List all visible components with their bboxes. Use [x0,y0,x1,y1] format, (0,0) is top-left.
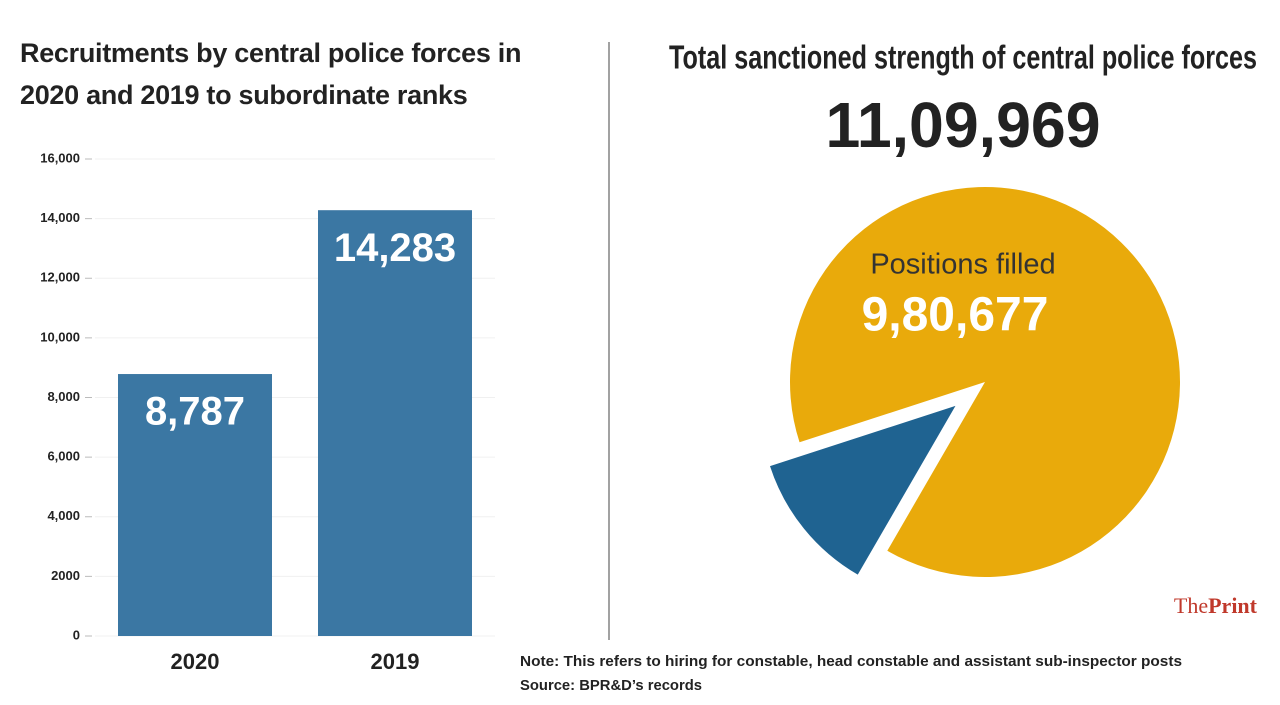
y-tick-label: 10,000 [40,329,80,344]
y-tick-label: 2000 [51,568,80,583]
bar [318,210,472,637]
chart-title: Total sanctioned strength of central pol… [669,39,1257,76]
y-tick-label: 4,000 [47,508,80,523]
y-tick-label: 0 [73,627,80,642]
value-label: 9,80,677 [862,289,1049,342]
x-tick-label: 2019 [371,649,420,674]
value-label: 14,283 [334,226,456,270]
y-tick-label: 12,000 [40,270,80,285]
bar [118,374,272,636]
value-label: 8,787 [145,390,245,434]
brand-logo: ThePrint [1174,593,1258,618]
chart-subtitle: 11,09,969 [826,89,1101,161]
chart-title: Recruitments by central police forces in… [20,38,522,110]
brand-name: Print [1208,593,1258,618]
note: Note: This refers to hiring for constabl… [520,653,1182,670]
y-tick-label: 8,000 [47,389,80,404]
pie-slice [769,405,956,575]
pie-slice [790,187,1181,578]
y-tick-label: 14,000 [40,210,80,225]
y-tick-label: 6,000 [47,449,80,464]
brand-prefix: The [1174,593,1208,618]
y-tick-label: 16,000 [40,150,80,165]
source: Source: BPR&D’s records [520,677,702,694]
x-tick-label: 2020 [171,649,220,674]
slice-label: Positions filled [870,249,1055,281]
